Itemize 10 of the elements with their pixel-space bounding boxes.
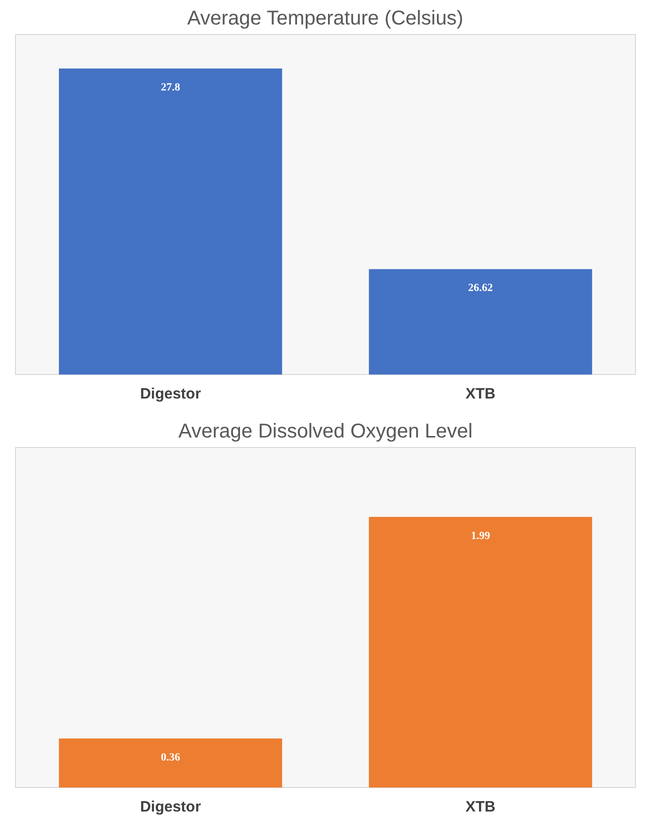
x-tick-label: XTB [466,386,496,402]
data-label: 27.8 [160,82,181,94]
data-label: 1.99 [470,530,491,542]
chart-title: Average Temperature (Celsius) [187,8,464,30]
x-tick-label: Digestor [140,798,202,816]
x-tick-label: XTB [466,798,496,816]
data-label: 26.62 [468,282,494,294]
data-label: 0.36 [160,752,181,764]
x-tick-label: Digestor [140,386,202,402]
chart-title: Average Dissolved Oxygen Level [178,420,473,442]
